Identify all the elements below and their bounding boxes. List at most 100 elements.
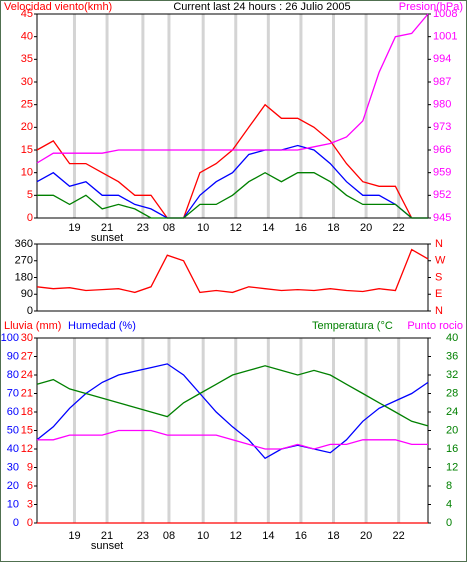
y-tick-label: 10 <box>21 167 33 179</box>
y-tick-label: 4 <box>446 498 452 510</box>
legend-entry: Temperatura (°C <box>312 320 393 332</box>
x-tick-label: 12 <box>230 222 242 234</box>
y-tick-label: 70 <box>7 387 19 399</box>
x-tick-label: 18 <box>327 530 339 542</box>
y-tick-label: 9 <box>27 461 33 473</box>
x-tick-label: 21 <box>101 222 113 234</box>
y-tick-label: 0 <box>27 212 33 224</box>
y-tick-label: 25 <box>21 99 33 111</box>
series-line <box>36 13 429 164</box>
y-tick-label: 987 <box>433 76 451 88</box>
y-tick-label: N <box>435 305 443 317</box>
annotation: sunset <box>91 232 123 244</box>
y-tick-label: E <box>435 288 442 300</box>
y-tick-label: 18 <box>21 406 33 418</box>
series-line <box>36 248 429 294</box>
y-tick-label: 0 <box>13 517 19 529</box>
y-tick-label: 45 <box>21 8 33 20</box>
x-tick-label: 16 <box>295 530 307 542</box>
chart-title: Current last 24 hours : 26 Julio 2005 <box>173 1 350 13</box>
x-tick-label: 14 <box>262 222 274 234</box>
y-tick-label: 15 <box>21 144 33 156</box>
x-tick-label: 23 <box>137 530 149 542</box>
y-tick-label: 20 <box>7 480 19 492</box>
y-tick-label: 10 <box>7 498 19 510</box>
x-tick-label: 12 <box>230 530 242 542</box>
x-tick-label: 08 <box>163 530 175 542</box>
series-line <box>37 171 428 219</box>
legend-entry: Lluvia (mm) <box>4 320 61 332</box>
y-tick-label: 952 <box>433 189 451 201</box>
series-line <box>36 365 429 427</box>
y-tick-label: 100 <box>1 332 19 344</box>
annotation: sunset <box>91 540 123 552</box>
y-tick-label: 90 <box>7 350 19 362</box>
y-tick-label: 60 <box>7 406 19 418</box>
y-tick-label: 3 <box>27 498 33 510</box>
y-tick-label: 959 <box>433 167 451 179</box>
y-tick-label: 973 <box>433 121 451 133</box>
y-tick-label: 35 <box>21 53 33 65</box>
series-line <box>36 144 428 219</box>
y-tick-label: 28 <box>446 387 458 399</box>
y2-axis-title: Presion(hPa) <box>399 1 463 13</box>
y-tick-label: 30 <box>21 76 33 88</box>
x-tick-label: 22 <box>393 530 405 542</box>
x-tick-label: 20 <box>360 530 372 542</box>
y-tick-label: 20 <box>21 121 33 133</box>
y-tick-label: 0 <box>446 517 452 529</box>
y-tick-label: S <box>435 271 442 283</box>
series-line <box>36 363 429 460</box>
y-tick-label: 270 <box>15 255 33 267</box>
y-tick-label: 360 <box>15 238 33 250</box>
series-line <box>37 429 428 450</box>
y-tick-label: 5 <box>27 189 33 201</box>
y-tick-label: 24 <box>21 369 33 381</box>
y-tick-label: 16 <box>446 443 458 455</box>
y-tick-label: 36 <box>446 350 458 362</box>
x-tick-label: 20 <box>360 222 372 234</box>
x-tick-label: 10 <box>197 530 209 542</box>
x-tick-label: 23 <box>137 222 149 234</box>
y-tick-label: 24 <box>446 406 458 418</box>
legend-entry: Humedad (%) <box>68 320 136 332</box>
y-tick-label: 30 <box>21 332 33 344</box>
y-tick-label: 6 <box>27 480 33 492</box>
y-tick-label: 15 <box>21 424 33 436</box>
x-tick-label: 10 <box>197 222 209 234</box>
y-tick-label: 30 <box>7 461 19 473</box>
y-tick-label: 12 <box>446 461 458 473</box>
y-tick-label: 1008 <box>433 8 457 20</box>
x-tick-label: 18 <box>327 222 339 234</box>
y-tick-label: 180 <box>15 271 33 283</box>
y-axis-title: Velocidad viento(kmh) <box>4 1 112 13</box>
y-tick-label: 40 <box>446 332 458 344</box>
y-tick-label: 32 <box>446 369 458 381</box>
x-tick-label: 14 <box>262 530 274 542</box>
y-tick-label: 994 <box>433 53 451 65</box>
x-tick-label: 16 <box>295 222 307 234</box>
y-tick-label: 980 <box>433 99 451 111</box>
x-tick-label: 08 <box>163 222 175 234</box>
legend-entry: Punto rocio <box>407 320 463 332</box>
y-tick-label: 21 <box>21 387 33 399</box>
y-tick-label: 966 <box>433 144 451 156</box>
y-tick-label: 20 <box>446 424 458 436</box>
y-tick-label: 40 <box>21 31 33 43</box>
y-tick-label: 945 <box>433 212 451 224</box>
y-tick-label: 40 <box>7 443 19 455</box>
y-tick-label: 12 <box>21 443 33 455</box>
y-tick-label: 1001 <box>433 31 457 43</box>
y-tick-label: 27 <box>21 350 33 362</box>
y-tick-label: 0 <box>27 517 33 529</box>
y-tick-label: 90 <box>21 288 33 300</box>
y-tick-label: N <box>435 238 443 250</box>
x-tick-label: 22 <box>393 222 405 234</box>
plot-border <box>36 13 429 219</box>
x-tick-label: 21 <box>101 530 113 542</box>
y-tick-label: 8 <box>446 480 452 492</box>
y-tick-label: W <box>435 255 446 267</box>
